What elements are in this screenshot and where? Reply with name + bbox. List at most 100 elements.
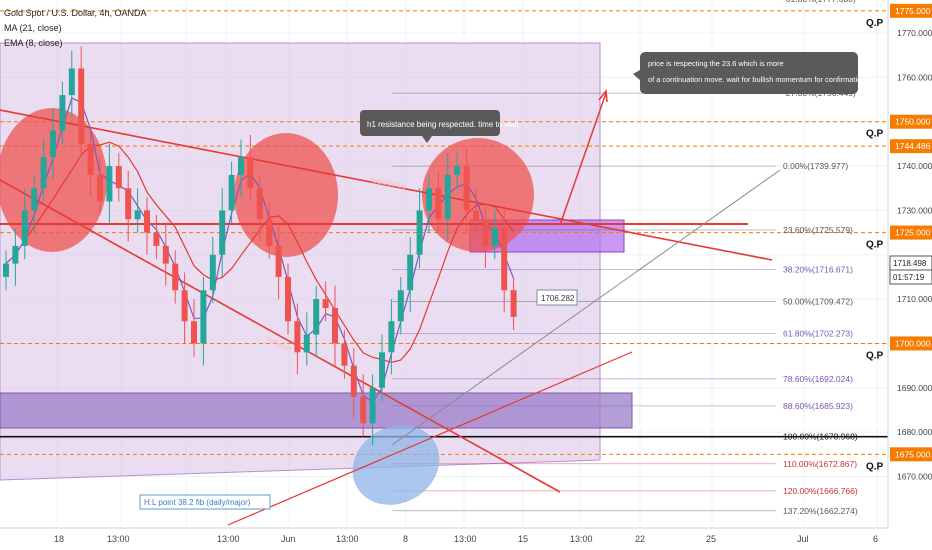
candle-up [209,254,216,291]
candle-up [416,210,423,255]
candle-down [435,188,442,220]
candle-up [68,68,75,96]
support-trendline [0,179,561,493]
price-tag-bg [890,225,932,240]
qp-label: Q.P [866,18,884,29]
resistance-circle-2 [234,133,338,257]
candle-up [228,174,235,211]
candle-up [12,245,19,264]
candle-up [3,263,9,277]
candle-down [275,245,282,277]
candle-down [266,219,273,246]
rising-red-line [227,351,633,526]
projection-arrow [559,92,607,226]
candle-up [379,352,385,388]
candle-up [106,166,113,202]
chart-title: Gold Spot / U.S. Dollar, 4h, OANDA [4,8,147,18]
h1-note-text: h1 resistance being respected. time to w… [367,120,519,129]
candle-up [369,387,376,424]
candle-down [115,166,122,189]
candle-up [303,334,310,353]
y-tick: 1740.000 [897,161,932,171]
current-price-tag: 1718.498 01:57:19 [889,255,932,285]
price-tags: 1775.000 1750.000 1744.486 1725.000 1700.000… [890,3,932,462]
price-tag-text: 1675.000 [895,449,931,459]
candlestick-series [3,46,517,446]
y-tick: 1670.000 [897,472,932,482]
y-tick: 1710.000 [897,294,932,304]
x-tick: 6 [873,534,878,544]
x-tick: 13:00 [107,534,130,544]
candle-down [285,276,291,322]
candle-down [144,210,150,233]
fib-label: 23.60%(1725.579) [783,225,853,235]
price-box-text: 1706.282 [541,294,575,303]
x-tick: 18 [54,534,64,544]
fib-note-callout: price is respecting the 23.6 which is mo… [633,52,881,94]
rising-gray-line [391,169,781,446]
candle-down [247,157,254,189]
fib-note-line2: of a continuation move. wait for bullish… [648,75,881,84]
price-tag-bg [890,139,932,154]
fib-label: -27.00%(1756.449) [783,88,856,98]
candle-down [463,166,470,211]
ema-legend: EMA (8, close) [4,38,63,48]
qp-labels: Q.P Q.P Q.P Q.P Q.P [866,18,884,473]
price-tag-bg [890,447,932,462]
candle-down [332,307,338,344]
candle-down [341,343,348,366]
candle-up [50,130,56,158]
candle-up [491,228,498,246]
candle-down [510,290,517,317]
candle-down [181,290,188,322]
time-axis-background [0,528,932,550]
candle-down [125,188,132,220]
x-tick: 13:00 [217,534,240,544]
arrow-head [598,89,608,103]
fib-label: 78.60%(1692.024) [783,374,853,384]
candle-up [454,166,461,175]
qp-label: Q.P [866,129,884,140]
candle-up [40,157,47,189]
fib-label: 88.60%(1685.923) [783,401,853,411]
fib-label: -61.80%(1777.680) [783,0,856,4]
fib-label: 120.00%(1666.766) [783,486,858,496]
x-tick: 13:00 [336,534,359,544]
candle-down [350,365,357,397]
countdown: 01:57:19 [893,273,925,282]
candle-up [313,299,320,335]
fib-label: 50.00%(1709.472) [783,296,853,306]
candle-up [444,174,451,220]
y-tick: 1680.000 [897,427,932,437]
candle-down [482,219,489,246]
candle-up [426,188,432,211]
x-tick: 22 [635,534,645,544]
resistance-trendline [0,109,773,261]
x-tick: 8 [403,534,408,544]
x-tick: Jun [281,534,296,544]
ma-legend: MA (21, close) [4,23,62,33]
current-price: 1718.498 [893,259,927,268]
candle-down [501,228,508,291]
price-tag-text: 1744.486 [895,141,931,151]
candle-up [31,188,38,211]
fib-note-line1: price is respecting the 23.6 which is mo… [648,59,784,68]
fib-label: 100.00%(1678.968) [783,432,858,442]
candle-down [172,263,179,291]
y-tick: 1770.000 [897,28,932,38]
candle-up [388,321,395,353]
fib-label: 61.80%(1702.273) [783,328,853,338]
x-tick: 25 [706,534,716,544]
fib-label: 137.20%(1662.274) [783,506,858,516]
candle-down [256,188,263,220]
demand-zone [0,392,633,429]
candle-up [397,290,404,322]
price-tag-text: 1700.000 [895,338,931,348]
candle-down [294,321,301,353]
price-box: 1706.282 [536,289,578,306]
candle-down [153,232,160,246]
candle-up [21,210,28,246]
price-tag-bg [890,3,932,18]
x-tick: 15 [518,534,528,544]
